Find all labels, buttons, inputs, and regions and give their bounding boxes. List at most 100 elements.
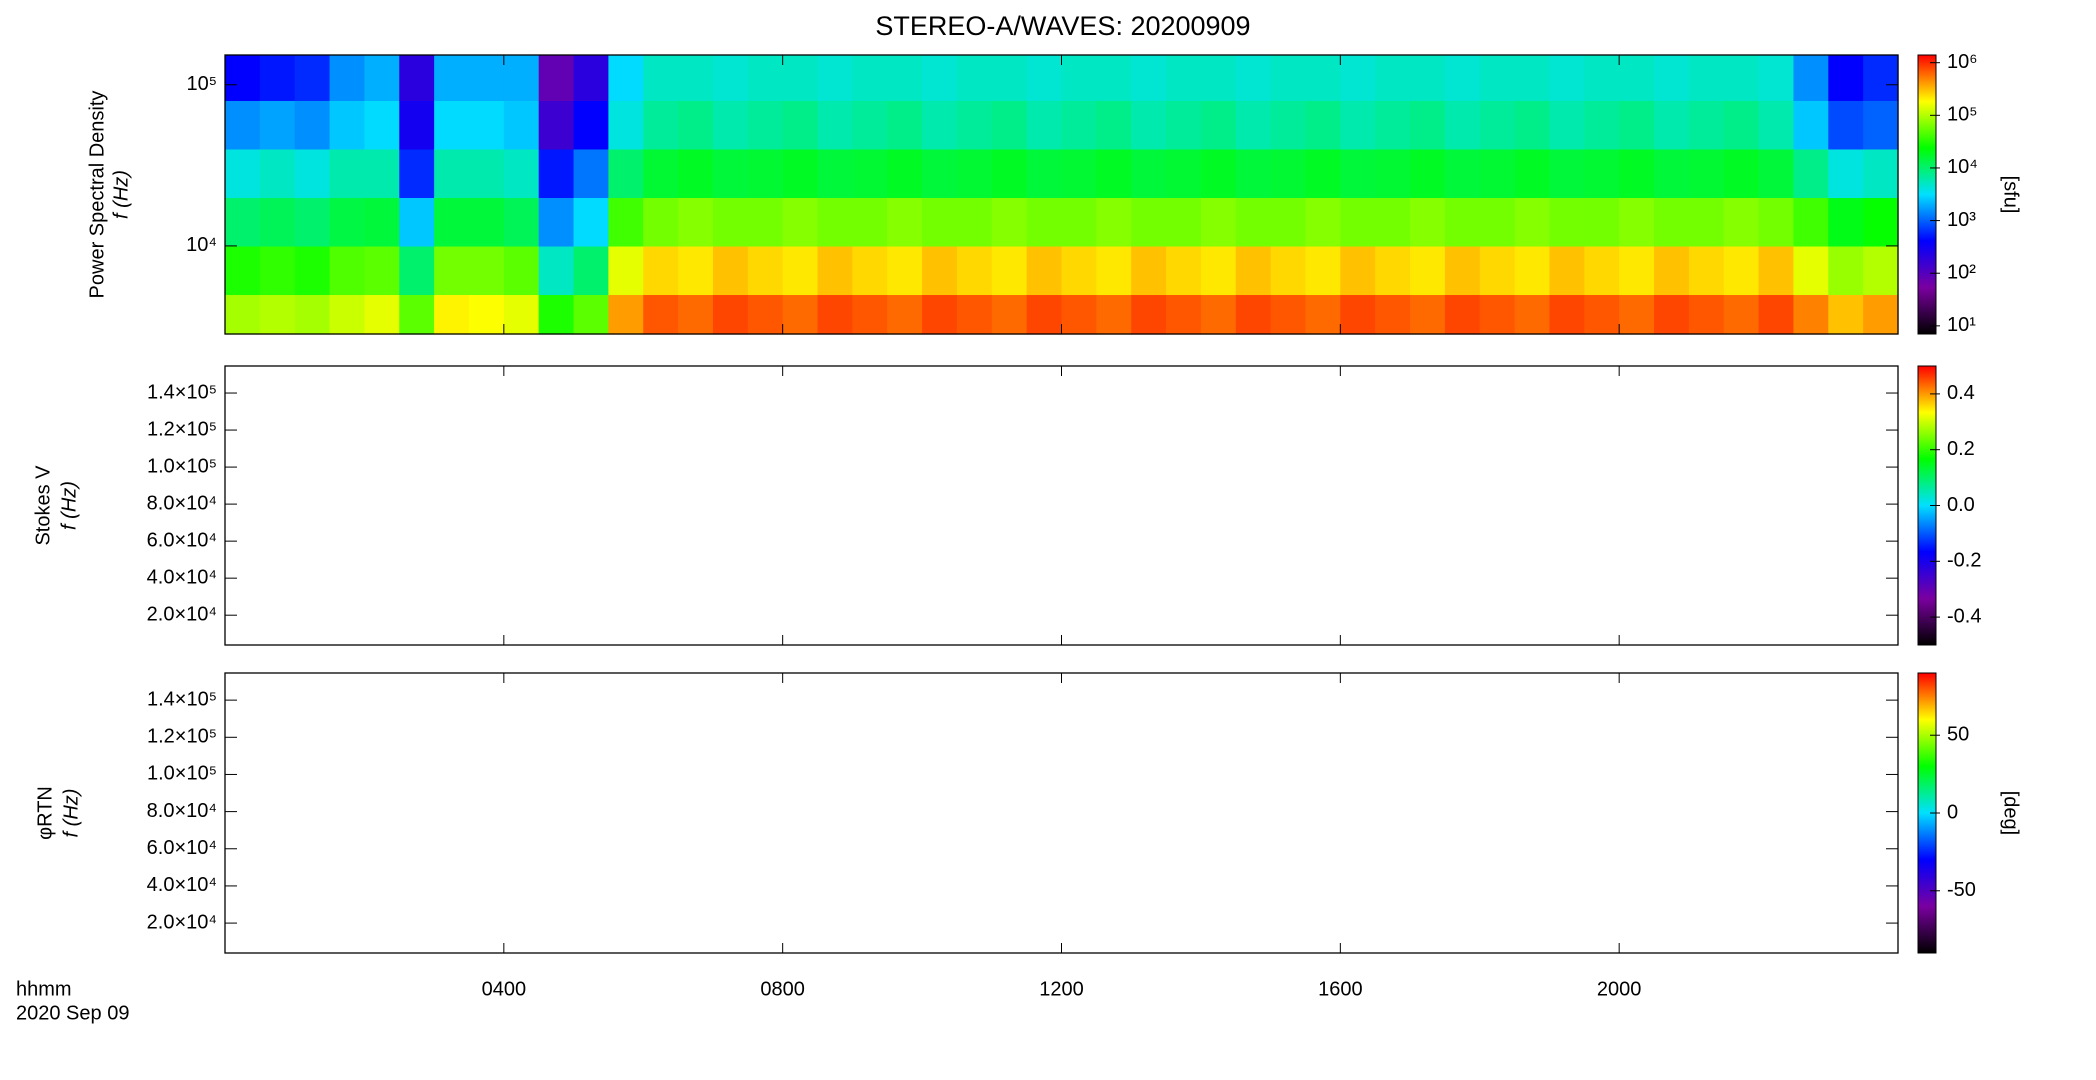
y-tick-label: 1.4×10⁵ <box>147 688 217 710</box>
heatmap-cell <box>817 148 853 198</box>
heatmap-cell <box>887 148 923 198</box>
heatmap-cell <box>1096 148 1132 198</box>
heatmap-cell <box>1758 294 1795 335</box>
heatmap-cell <box>294 148 331 198</box>
heatmap-cell <box>1793 197 1829 247</box>
heatmap-cell <box>678 197 714 247</box>
heatmap-cell <box>1410 148 1446 198</box>
heatmap-cell <box>887 197 923 247</box>
heatmap-cell <box>608 100 644 150</box>
heatmap-cell <box>1723 100 1760 150</box>
heatmap-cell <box>887 55 923 101</box>
heatmap-cell <box>1026 294 1063 335</box>
y-tick-label: 8.0×10⁴ <box>147 800 217 822</box>
heatmap-cell <box>1863 55 1899 101</box>
chart-title: STEREO-A/WAVES: 20200909 <box>875 11 1250 41</box>
heatmap-cell <box>1340 148 1376 198</box>
heatmap-cell <box>1723 55 1760 101</box>
heatmap-cell <box>1758 197 1795 247</box>
heatmap-cell <box>1444 294 1481 335</box>
heatmap-cell <box>1584 148 1620 198</box>
heatmap-cell <box>1688 294 1725 335</box>
heatmap-cell <box>1549 294 1585 335</box>
colorbar-label: [deg] <box>2000 791 2022 835</box>
heatmap-cell <box>434 294 470 335</box>
heatmap-cell <box>573 55 609 101</box>
heatmap-cell <box>1444 148 1481 198</box>
heatmap-cell <box>1793 148 1829 198</box>
heatmap-cell <box>1828 245 1864 296</box>
heatmap-cell <box>747 100 784 150</box>
heatmap-cell <box>364 148 400 198</box>
heatmap-cell <box>1828 294 1864 335</box>
heatmap-cell <box>434 100 470 150</box>
heatmap-cell <box>922 100 958 150</box>
heatmap-cell <box>922 55 958 101</box>
heatmap-cell <box>1270 100 1307 150</box>
heatmap-cell <box>1340 197 1376 247</box>
heatmap-cell <box>1479 55 1516 101</box>
y-tick-label: 1.0×10⁵ <box>147 455 217 477</box>
heatmap-cell <box>468 197 505 247</box>
heatmap-cell <box>573 148 609 198</box>
heatmap-cell <box>1096 294 1132 335</box>
heatmap-cell <box>1305 55 1341 101</box>
heatmap-cell <box>1375 294 1411 335</box>
heatmap-cell <box>1654 148 1690 198</box>
heatmap-cell <box>1096 55 1132 101</box>
heatmap-cell <box>712 100 749 150</box>
heatmap-cell <box>1688 148 1725 198</box>
heatmap-cell <box>1514 148 1551 198</box>
y-tick-label: 10⁵ <box>186 73 217 95</box>
heatmap-cell <box>259 197 296 247</box>
heatmap-cell <box>1688 55 1725 101</box>
heatmap-cell <box>1131 100 1167 150</box>
colorbar-tick-label: 10² <box>1947 261 1976 283</box>
heatmap-cell <box>1410 100 1446 150</box>
heatmap-cell <box>1479 197 1516 247</box>
heatmap-cell <box>1584 100 1620 150</box>
heatmap-cell <box>1200 55 1237 101</box>
heatmap-cell <box>991 100 1028 150</box>
heatmap-cell <box>329 197 366 247</box>
y-tick-label: 1.0×10⁵ <box>147 763 217 785</box>
y-tick-label: 4.0×10⁴ <box>147 566 217 588</box>
heatmap-cell <box>782 197 819 247</box>
heatmap-cell <box>956 197 993 247</box>
heatmap-cell <box>1270 55 1307 101</box>
heatmap-cell <box>1793 294 1829 335</box>
heatmap-cell <box>468 55 505 101</box>
colorbar-tick-label: 0.2 <box>1947 438 1975 460</box>
heatmap-cell <box>887 294 923 335</box>
x-tick-label: 0800 <box>760 978 805 1000</box>
heatmap-cell <box>503 294 540 335</box>
heatmap-cell <box>712 55 749 101</box>
heatmap-cell <box>399 100 435 150</box>
heatmap-cell <box>1026 245 1063 296</box>
y-tick-label: 1.2×10⁵ <box>147 726 217 748</box>
heatmap-cell <box>817 100 853 150</box>
heatmap-cell <box>1235 197 1272 247</box>
heatmap-cell <box>1305 148 1341 198</box>
y-tick-label: 10⁴ <box>186 234 217 256</box>
heatmap-cell <box>747 148 784 198</box>
y-tick-label: 8.0×10⁴ <box>147 492 217 514</box>
heatmap-cell <box>1863 148 1899 198</box>
heatmap-cell <box>1166 294 1202 335</box>
colorbar-tick-label: 10⁵ <box>1947 104 1978 126</box>
heatmap-cell <box>1549 197 1585 247</box>
heatmap-cell <box>1514 245 1551 296</box>
colorbar-tick-label: 0 <box>1947 801 1958 823</box>
heatmap-cell <box>1410 294 1446 335</box>
colorbar-tick-label: -0.4 <box>1947 605 1981 627</box>
heatmap-cell <box>1200 197 1237 247</box>
heatmap-cell <box>1200 100 1237 150</box>
y-tick-label: 6.0×10⁴ <box>147 529 217 551</box>
heatmap-cell <box>1235 294 1272 335</box>
heatmap-cell <box>1584 55 1620 101</box>
heatmap-cell <box>1584 294 1620 335</box>
heatmap-cell <box>991 294 1028 335</box>
heatmap-cell <box>538 148 575 198</box>
heatmap-cell <box>1270 197 1307 247</box>
